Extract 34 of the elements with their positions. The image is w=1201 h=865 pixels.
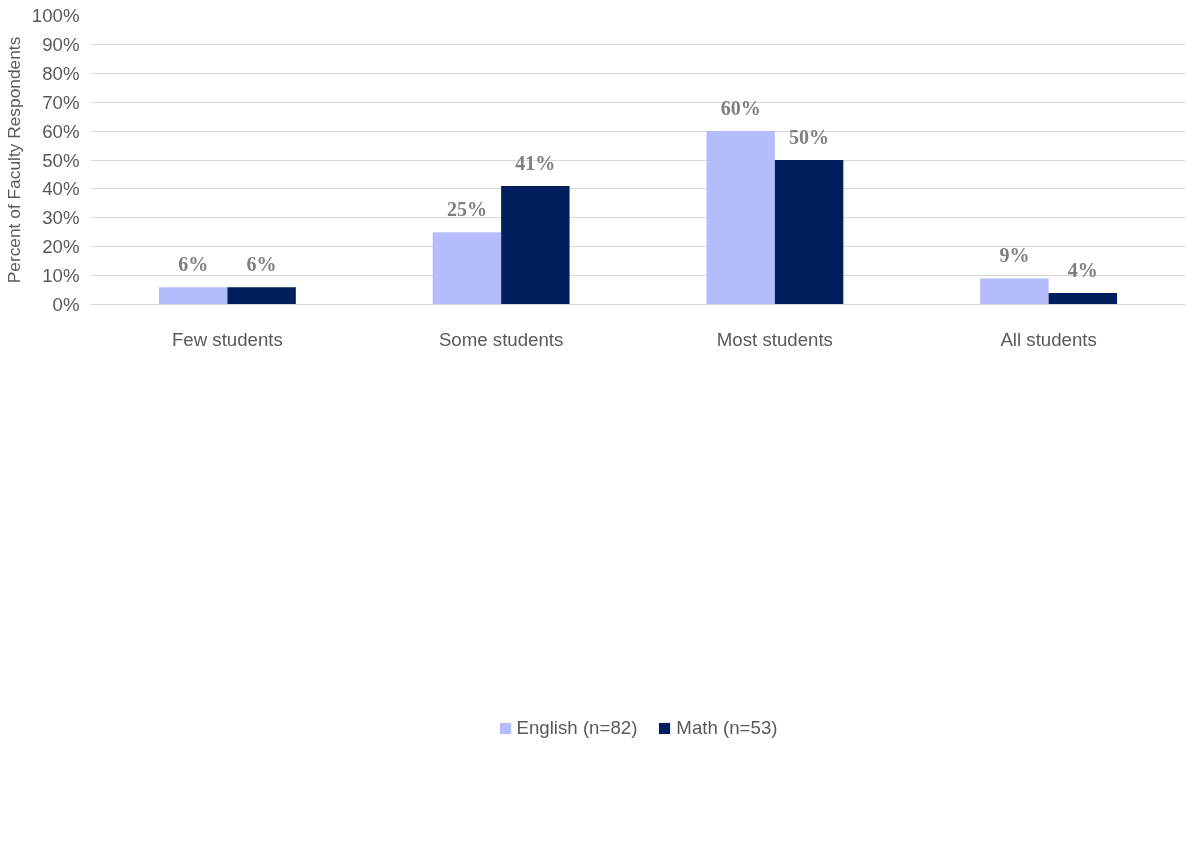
x-tick-label: All students [1000, 328, 1097, 350]
bar [706, 131, 775, 305]
data-label: 50% [789, 126, 830, 148]
y-tick-label: 0% [52, 294, 80, 315]
legend-label: Math (n=53) [676, 716, 778, 739]
x-tick-label: Most students [716, 328, 833, 350]
data-label: 60% [720, 97, 761, 120]
bar [1048, 292, 1118, 305]
y-tick-label: 60% [42, 120, 80, 142]
y-tick-label: 70% [42, 91, 80, 113]
x-tick-label: Few students [171, 328, 283, 350]
bar [432, 232, 502, 305]
data-label: 25% [446, 198, 487, 221]
bar [158, 287, 228, 305]
y-tick-label: 90% [42, 33, 80, 55]
y-tick-label: 40% [42, 178, 80, 200]
y-tick-label: 10% [42, 265, 80, 287]
bar [501, 186, 570, 305]
legend-label: English (n=82) [516, 716, 638, 739]
data-label: 9% [999, 244, 1030, 267]
data-label: 6% [178, 253, 209, 276]
y-tick-label: 50% [42, 149, 80, 171]
y-tick-label: 30% [42, 207, 80, 229]
data-label: 6% [246, 253, 277, 276]
data-label: 4% [1067, 258, 1098, 281]
bar [227, 287, 296, 305]
bar [774, 160, 844, 305]
y-tick-label: 80% [42, 62, 80, 84]
y-axis-title: Percent of Faculty Respondents [3, 36, 24, 284]
y-tick-label: 20% [42, 236, 80, 258]
y-tick-label: 100% [31, 5, 80, 26]
bar [980, 278, 1049, 305]
data-label: 41% [515, 152, 556, 175]
x-tick-label: Some students [438, 328, 564, 350]
